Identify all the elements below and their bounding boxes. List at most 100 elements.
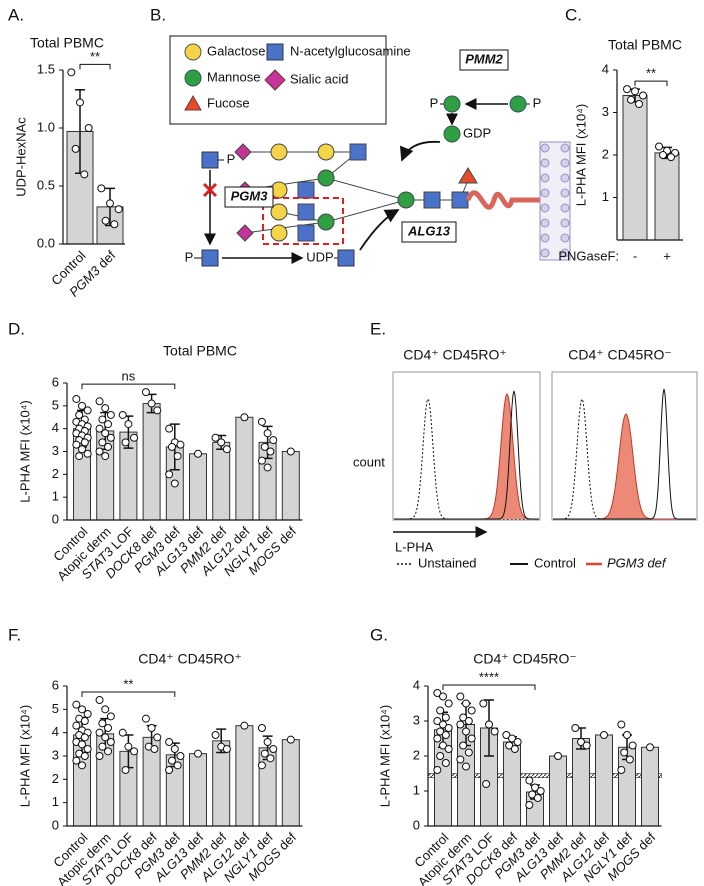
y-tick-label: 0 bbox=[52, 511, 59, 526]
data-point bbox=[222, 445, 231, 454]
bar bbox=[549, 755, 567, 827]
data-point bbox=[625, 755, 634, 764]
mannose-icon bbox=[509, 95, 527, 113]
data-point bbox=[75, 452, 84, 461]
data-point bbox=[464, 717, 473, 725]
mannose-icon bbox=[443, 125, 461, 143]
data-point bbox=[147, 724, 156, 732]
data-point bbox=[80, 717, 89, 725]
significance-label: ** bbox=[123, 676, 133, 691]
significance-bracket bbox=[634, 80, 668, 87]
y-axis-label: L-PHA MFI (x10⁴) bbox=[377, 705, 392, 807]
data-point bbox=[439, 741, 447, 750]
data-point bbox=[286, 735, 295, 744]
data-point bbox=[439, 692, 447, 701]
data-point bbox=[106, 199, 114, 208]
chart-title: Total PBMC bbox=[30, 35, 104, 51]
data-point bbox=[118, 728, 127, 737]
histogram-curve bbox=[394, 390, 539, 520]
lipid bbox=[560, 248, 570, 258]
data-point bbox=[667, 153, 675, 162]
data-point bbox=[502, 731, 511, 739]
significance-label: **** bbox=[479, 669, 499, 684]
data-point bbox=[266, 754, 275, 763]
y-tick-label: 3 bbox=[52, 747, 59, 762]
protein bbox=[465, 190, 540, 210]
bar bbox=[654, 152, 680, 241]
y-tick-label: 6 bbox=[52, 374, 59, 389]
data-point bbox=[600, 731, 608, 739]
data-point bbox=[101, 429, 110, 438]
data-point bbox=[78, 705, 86, 714]
data-point bbox=[72, 440, 81, 449]
data-point bbox=[462, 727, 470, 736]
y-tick-label: 5 bbox=[52, 397, 59, 412]
significance-bracket bbox=[81, 691, 176, 697]
bar bbox=[189, 453, 207, 521]
data-point bbox=[124, 742, 133, 751]
data-point bbox=[620, 748, 629, 757]
significance-label: ns bbox=[122, 369, 136, 384]
data-point bbox=[167, 442, 176, 451]
data-point bbox=[444, 699, 453, 708]
data-point bbox=[257, 456, 266, 465]
y-tick-label: 1.5 bbox=[37, 61, 55, 76]
histogram-curve bbox=[553, 388, 696, 520]
data-point bbox=[257, 761, 266, 770]
data-point bbox=[114, 205, 123, 214]
data-point bbox=[459, 713, 468, 722]
data-point bbox=[176, 752, 185, 760]
y-tick-label: 3 bbox=[52, 443, 59, 458]
bar bbox=[142, 403, 161, 521]
data-point bbox=[165, 738, 174, 746]
block-mark bbox=[202, 182, 218, 198]
bar bbox=[281, 739, 300, 827]
data-point bbox=[508, 734, 516, 743]
data-point bbox=[67, 68, 76, 77]
data-point bbox=[101, 404, 110, 413]
data-point bbox=[441, 759, 450, 767]
panel-letter: C. bbox=[565, 5, 582, 24]
glycan bbox=[234, 143, 478, 242]
data-point bbox=[462, 762, 470, 771]
data-point bbox=[525, 801, 534, 809]
data-point bbox=[623, 85, 631, 94]
panel-letter: D. bbox=[8, 319, 25, 338]
legend-text: Mannose bbox=[207, 69, 260, 84]
data-point bbox=[124, 420, 133, 429]
x-axis-label: PNGaseF: bbox=[558, 248, 619, 263]
data-point bbox=[260, 749, 269, 758]
phosphate-label: P bbox=[430, 95, 439, 110]
bar bbox=[622, 95, 648, 241]
data-point bbox=[98, 742, 107, 751]
data-point bbox=[441, 713, 450, 722]
y-tick-label: 2 bbox=[52, 771, 59, 786]
significance-bracket bbox=[79, 63, 111, 70]
phosphate-label: P bbox=[533, 95, 542, 110]
data-point bbox=[104, 420, 113, 429]
data-point bbox=[71, 144, 80, 153]
data-point bbox=[525, 776, 534, 785]
data-point bbox=[97, 184, 106, 193]
data-point bbox=[211, 433, 220, 442]
bar bbox=[281, 451, 300, 521]
data-point bbox=[639, 91, 647, 100]
y-tick-label: 6 bbox=[52, 677, 59, 692]
bar bbox=[212, 740, 231, 827]
data-point bbox=[467, 734, 476, 743]
data-point bbox=[211, 731, 220, 739]
data-point bbox=[173, 452, 182, 461]
data-point bbox=[106, 712, 115, 721]
data-point bbox=[433, 717, 442, 725]
data-point bbox=[165, 470, 174, 479]
enzyme-box bbox=[401, 221, 457, 243]
data-point bbox=[104, 724, 113, 732]
panel-title: CD4⁺ CD45RO⁺ bbox=[403, 347, 506, 363]
enzyme-box bbox=[459, 49, 509, 71]
y-tick-label: 1.0 bbox=[37, 119, 55, 134]
flow-panel: E. CD4⁺ CD45RO⁺ CD4⁺ CD45RO⁻ count L-PHA… bbox=[353, 319, 698, 570]
data-point bbox=[617, 720, 626, 729]
legend-text: Fucose bbox=[207, 95, 250, 110]
data-point bbox=[257, 417, 266, 426]
data-point bbox=[83, 449, 92, 458]
